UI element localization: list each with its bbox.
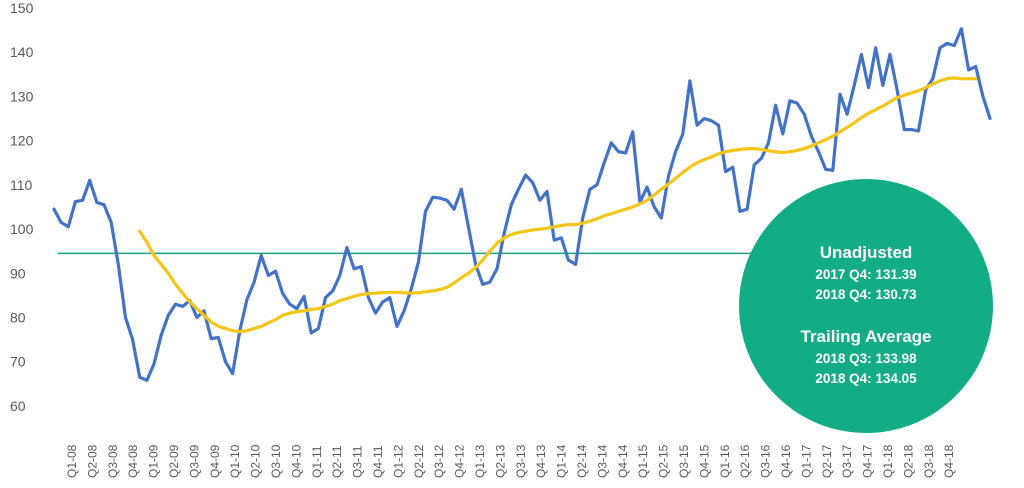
y-tick-label: 90 [10, 265, 26, 281]
y-tick-label: 120 [10, 133, 34, 149]
series-line-unadjusted [52, 27, 992, 382]
x-tick-label: Q3-11 [351, 445, 365, 478]
y-tick-label: 60 [10, 398, 26, 414]
unadjusted-title: Unadjusted [820, 243, 913, 262]
x-tick-label: Q4-11 [371, 445, 385, 478]
x-tick-label: Q3-15 [677, 444, 691, 478]
x-tick-label: Q4-14 [616, 444, 630, 478]
series-layer [52, 27, 992, 382]
series-line-trailing-average [138, 76, 978, 334]
x-tick-label: Q1-14 [555, 444, 569, 478]
x-tick-label: Q4-13 [534, 444, 548, 478]
x-tick-label: Q4-09 [208, 444, 222, 478]
x-tick-label: Q4-15 [697, 444, 711, 478]
x-tick-label: Q2-10 [249, 444, 263, 478]
x-tick-label: Q1-12 [391, 444, 405, 478]
x-tick-label: Q1-08 [65, 444, 79, 478]
x-tick-label: Q1-18 [881, 444, 895, 478]
x-tick-label: Q1-16 [718, 444, 732, 478]
trailing-average-line-2: 2018 Q4: 134.05 [815, 371, 917, 386]
x-tick-label: Q1-11 [310, 445, 324, 478]
x-tick-label: Q1-17 [799, 444, 813, 478]
y-axis-ticks: 60 70 80 90 100 110 120 130 140 150 [10, 0, 34, 414]
x-tick-label: Q2-09 [167, 444, 181, 478]
y-tick-label: 140 [10, 44, 34, 60]
x-tick-label: Q3-16 [759, 444, 773, 478]
x-tick-label: Q3-12 [432, 444, 446, 478]
x-tick-label: Q1-09 [147, 444, 161, 478]
x-tick-label: Q3-18 [922, 444, 936, 478]
annotation-circle [739, 179, 993, 433]
x-tick-label: Q2-16 [738, 444, 752, 478]
x-tick-label: Q4-10 [289, 444, 303, 478]
y-tick-label: 110 [10, 177, 33, 193]
x-tick-label: Q4-08 [126, 444, 140, 478]
trailing-average-line-1: 2018 Q3: 133.98 [815, 351, 917, 366]
y-tick-label: 130 [10, 88, 34, 104]
x-tick-label: Q1-15 [636, 444, 650, 478]
x-tick-label: Q3-17 [840, 444, 854, 478]
x-tick-label: Q4-18 [942, 444, 956, 478]
trailing-average-title: Trailing Average [800, 327, 931, 346]
y-tick-label: 70 [10, 354, 26, 370]
x-axis-ticks: Q1-08 Q2-08 Q3-08 Q4-08 Q1-09 Q2-09 Q3-09 Q4-09… [65, 444, 956, 478]
y-tick-label: 100 [10, 221, 34, 237]
x-tick-label: Q1-13 [473, 444, 487, 478]
x-tick-label: Q2-15 [657, 444, 671, 478]
x-tick-label: Q2-12 [412, 444, 426, 478]
x-tick-label: Q2-14 [575, 444, 589, 478]
x-tick-label: Q3-14 [595, 444, 609, 478]
unadjusted-line-2: 2018 Q4: 130.73 [815, 287, 917, 302]
x-tick-label: Q3-08 [106, 444, 120, 478]
x-tick-label: Q3-10 [269, 444, 283, 478]
x-tick-label: Q2-17 [820, 444, 834, 478]
x-tick-label: Q2-13 [493, 444, 507, 478]
x-tick-label: Q4-16 [779, 444, 793, 478]
x-tick-label: Q2-08 [85, 444, 99, 478]
unadjusted-line-1: 2017 Q4: 131.39 [815, 267, 916, 282]
x-tick-label: Q3-13 [514, 444, 528, 478]
y-tick-label: 150 [10, 0, 34, 16]
x-tick-label: Q3-09 [187, 444, 201, 478]
x-tick-label: Q2-11 [330, 445, 344, 478]
annotation-circle-group: Unadjusted 2017 Q4: 131.39 2018 Q4: 130.… [739, 179, 993, 433]
x-tick-label: Q1-10 [228, 444, 242, 478]
y-tick-label: 80 [10, 309, 26, 325]
x-tick-label: Q2-18 [901, 444, 915, 478]
x-tick-label: Q4-17 [861, 444, 875, 478]
x-tick-label: Q4-12 [453, 444, 467, 478]
